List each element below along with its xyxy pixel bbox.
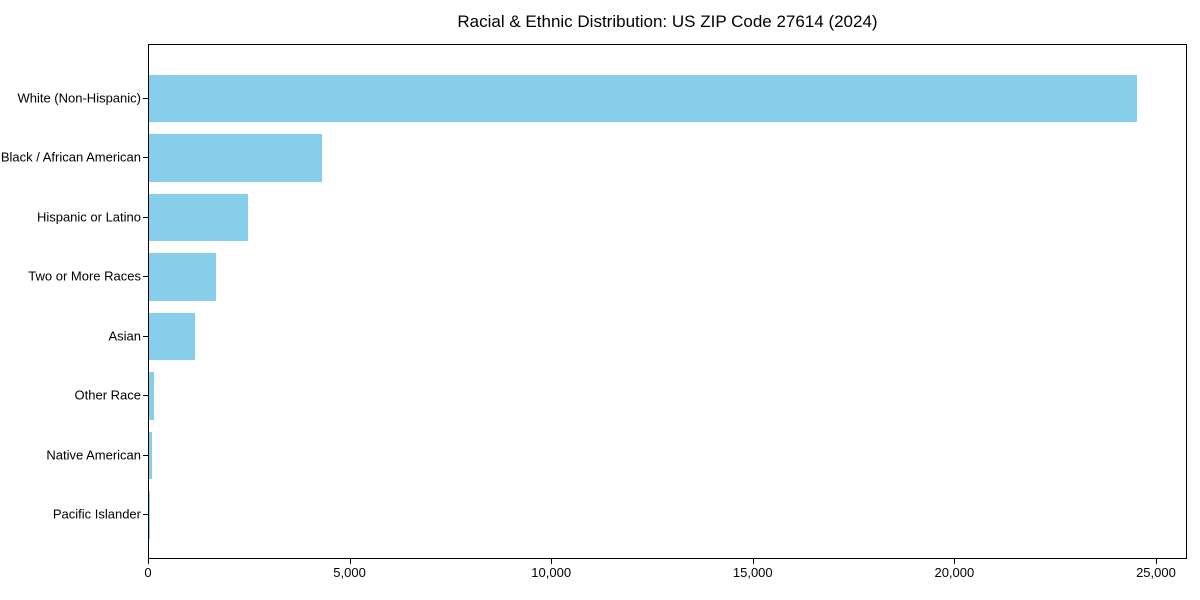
- x-tick-label: 10,000: [531, 565, 572, 580]
- x-tick-mark: [752, 559, 754, 564]
- y-tick-label: Two or More Races: [28, 268, 141, 284]
- y-tick-label: Pacific Islander: [52, 506, 141, 522]
- x-tick-label: 15,000: [732, 565, 773, 580]
- bar: [149, 312, 195, 361]
- x-tick-label: 5,000: [333, 565, 366, 580]
- x-tick-mark: [954, 559, 956, 564]
- y-tick-mark: [143, 514, 148, 515]
- y-tick-mark: [143, 395, 148, 396]
- x-tick-mark: [551, 559, 553, 564]
- bar: [149, 253, 216, 301]
- bar: [149, 431, 153, 480]
- y-tick-mark: [143, 216, 148, 218]
- bar: [149, 74, 1137, 123]
- y-tick-mark: [143, 454, 148, 456]
- chart-title: Racial & Ethnic Distribution: US ZIP Cod…: [457, 12, 878, 31]
- bar: [149, 193, 248, 242]
- x-tick-mark: [349, 559, 351, 564]
- y-tick-label: Native American: [46, 447, 141, 462]
- plot-area: [148, 44, 1187, 559]
- y-tick-label: Other Race: [74, 387, 141, 403]
- y-tick-mark: [143, 97, 148, 99]
- x-tick-mark: [1155, 559, 1157, 564]
- x-tick-mark: [148, 559, 149, 564]
- bar: [149, 134, 323, 182]
- y-tick-mark: [143, 157, 148, 158]
- y-tick-label: Hispanic or Latino: [36, 209, 141, 224]
- y-tick-mark: [143, 276, 148, 277]
- x-tick-label: 0: [144, 565, 152, 580]
- y-tick-label: White (Non-Hispanic): [17, 90, 141, 105]
- x-tick-label: 20,000: [934, 565, 975, 580]
- y-tick-mark: [143, 335, 148, 337]
- bar: [149, 372, 154, 420]
- y-tick-label: Black / African American: [0, 149, 141, 165]
- x-tick-label: 25,000: [1136, 565, 1176, 580]
- y-tick-label: Asian: [108, 328, 141, 343]
